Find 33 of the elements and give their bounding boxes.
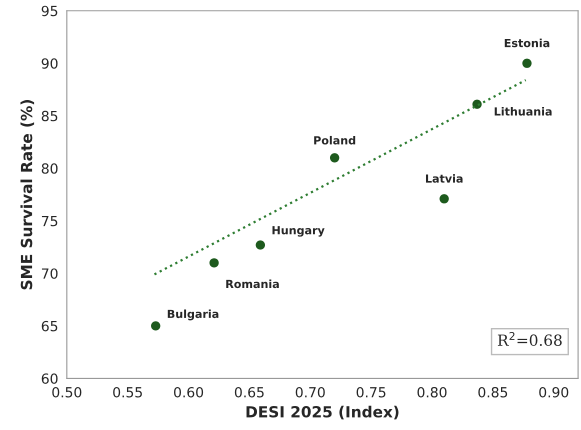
y-tick-label: 60 <box>42 373 58 384</box>
annotation: Estonia <box>504 38 550 48</box>
y-tick-label: 80 <box>42 163 58 174</box>
annotation: R$^{2}$=0.68 <box>498 332 562 346</box>
point <box>256 240 266 250</box>
point <box>330 153 340 162</box>
x-tick-label: 0.50 <box>52 386 82 398</box>
y-tick-label: 90 <box>42 58 58 69</box>
x-tick-label: 0.85 <box>478 386 508 398</box>
annotation: Hungary <box>272 226 325 237</box>
point <box>151 321 160 331</box>
x-tick-label: 0.70 <box>296 386 325 398</box>
y-axis-title: SME Survival Rate (%) <box>20 100 34 290</box>
y-tick-label: 70 <box>42 268 58 279</box>
point <box>522 58 532 68</box>
annotation: Romania <box>226 280 279 288</box>
y-tick-label: 75 <box>42 216 58 226</box>
x-axis-title: DESI 2025 (Index) <box>246 406 398 420</box>
x-tick-label: 0.75 <box>356 386 386 398</box>
x-tick-label: 0.60 <box>174 386 204 398</box>
x-tick-label: 0.80 <box>417 386 447 398</box>
annotation: Latvia <box>426 174 463 183</box>
annotation: Bulgaria <box>168 309 218 320</box>
y-tick-label: 95 <box>42 6 58 16</box>
y-tick-label: 85 <box>42 110 58 122</box>
y-tick-label: 65 <box>42 320 58 332</box>
point <box>209 258 219 268</box>
point <box>440 194 449 204</box>
x-tick-label: 0.65 <box>234 386 264 398</box>
annotation: Poland <box>314 136 356 145</box>
x-tick-label: 0.55 <box>113 386 142 398</box>
x-tick-label: 0.90 <box>539 386 568 398</box>
annotation: Lithuania <box>494 107 552 116</box>
